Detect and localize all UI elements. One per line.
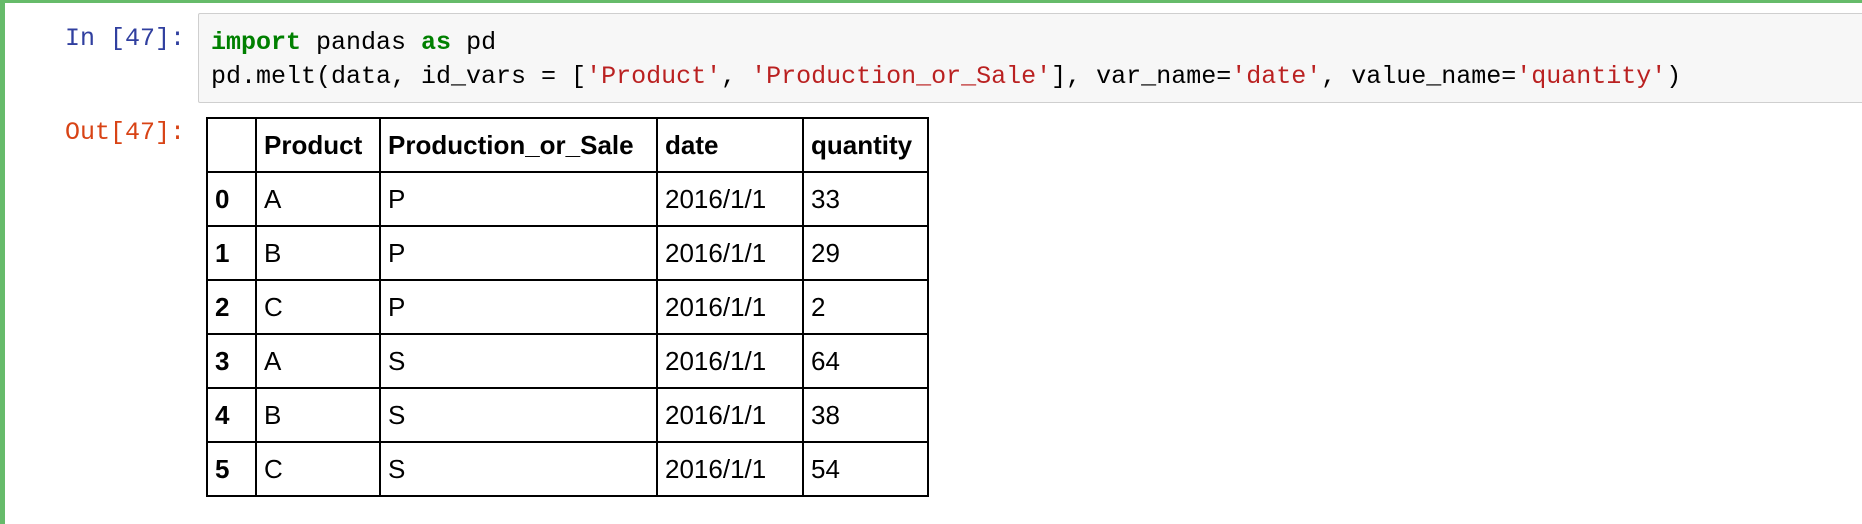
row-index-cell: 1 [206, 225, 257, 281]
line1-token: pandas [301, 28, 422, 57]
table-row: 4 B S 2016/1/1 38 [206, 387, 929, 443]
table-cell-production-or-sale: P [379, 171, 658, 227]
table-cell-quantity: 29 [802, 225, 929, 281]
cell-top-border [0, 0, 1862, 3]
table-cell-date: 2016/1/1 [656, 387, 804, 443]
table-cell-product: B [255, 225, 381, 281]
line2-token: 'Product' [586, 62, 722, 91]
line2-token: 'Production_or_Sale' [751, 62, 1052, 91]
row-index-cell: 4 [206, 387, 257, 443]
table-cell-quantity: 38 [802, 387, 929, 443]
table-cell-quantity: 2 [802, 279, 929, 335]
column-header-product: Product [255, 117, 381, 173]
column-header-date: date [656, 117, 804, 173]
code-line-1: import pandas as pd [211, 28, 496, 57]
table-body: 0 A P 2016/1/1 33 1 B P 2016/1/1 29 2 C P 2016/1/1 2 3 A… [206, 171, 929, 497]
table-cell-product: A [255, 333, 381, 389]
column-header-index [206, 117, 257, 173]
out-prompt: Out[47]: [64, 118, 185, 147]
line2-token: pd.melt(data, id_vars = [ [211, 62, 587, 91]
table-cell-quantity: 33 [802, 171, 929, 227]
code-line-2: pd.melt(data, id_vars = ['Product', 'Pro… [211, 62, 1681, 91]
row-index-cell: 2 [206, 279, 257, 335]
in-prompt: In [47]: [64, 24, 185, 53]
column-header-production-or-sale: Production_or_Sale [379, 117, 658, 173]
table-cell-quantity: 64 [802, 333, 929, 389]
table-row: 5 C S 2016/1/1 54 [206, 441, 929, 497]
code-input-area[interactable]: import pandas as pd pd.melt(data, id_var… [198, 13, 1862, 103]
table-cell-quantity: 54 [802, 441, 929, 497]
table-cell-date: 2016/1/1 [656, 171, 804, 227]
line1-token: import [211, 28, 302, 57]
table-row: 0 A P 2016/1/1 33 [206, 171, 929, 227]
line2-token: ], var_name= [1051, 62, 1232, 91]
table-header-row: Product Production_or_Sale date quantity [206, 117, 929, 173]
table-cell-product: C [255, 279, 381, 335]
row-index-cell: 5 [206, 441, 257, 497]
table-cell-production-or-sale: S [379, 387, 658, 443]
column-header-quantity: quantity [802, 117, 929, 173]
table-cell-product: B [255, 387, 381, 443]
table-cell-product: C [255, 441, 381, 497]
row-index-cell: 0 [206, 171, 257, 227]
line2-token: , value_name= [1321, 62, 1517, 91]
table-cell-production-or-sale: P [379, 225, 658, 281]
line2-token: 'quantity' [1516, 62, 1667, 91]
line1-token: pd [451, 28, 497, 57]
table-cell-date: 2016/1/1 [656, 333, 804, 389]
row-index-cell: 3 [206, 333, 257, 389]
table-row: 3 A S 2016/1/1 64 [206, 333, 929, 389]
table-cell-production-or-sale: P [379, 279, 658, 335]
table-row: 1 B P 2016/1/1 29 [206, 225, 929, 281]
table-cell-production-or-sale: S [379, 441, 658, 497]
line2-token: ) [1666, 62, 1682, 91]
line1-token: as [421, 28, 452, 57]
dataframe-output-table: Product Production_or_Sale date quantity… [206, 117, 929, 497]
table-cell-date: 2016/1/1 [656, 441, 804, 497]
table-cell-production-or-sale: S [379, 333, 658, 389]
table-cell-date: 2016/1/1 [656, 225, 804, 281]
line2-token: , [721, 62, 752, 91]
table-cell-date: 2016/1/1 [656, 279, 804, 335]
table-cell-product: A [255, 171, 381, 227]
line2-token: 'date' [1231, 62, 1322, 91]
table-row: 2 C P 2016/1/1 2 [206, 279, 929, 335]
